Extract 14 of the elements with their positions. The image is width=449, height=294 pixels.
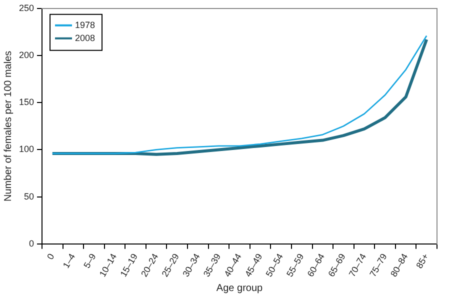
x-tick-label: 0	[45, 252, 56, 262]
y-tick-label: 250	[18, 2, 34, 13]
x-tick-label: 85+	[414, 252, 430, 270]
x-tick-label: 1–4	[60, 252, 78, 270]
y-tick-label: 150	[18, 97, 34, 108]
legend-label: 1978	[75, 20, 96, 30]
y-axis-title: Number of females per 100 males	[2, 50, 14, 202]
x-tick-label: 5–9	[82, 252, 98, 270]
y-tick-label: 100	[18, 144, 34, 154]
x-axis-title: Age group	[216, 282, 264, 294]
y-tick-label: 200	[18, 50, 34, 60]
y-tick-label: 0	[29, 238, 34, 248]
legend-label: 2008	[75, 32, 96, 43]
y-tick-label: 50	[24, 191, 34, 202]
